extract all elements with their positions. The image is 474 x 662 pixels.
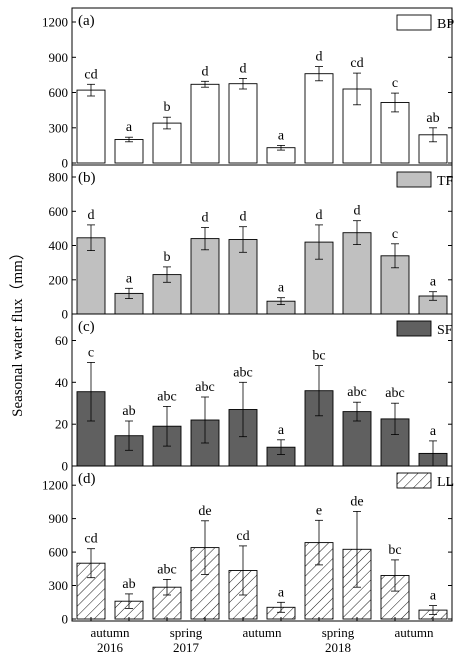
legend-swatch xyxy=(396,472,432,489)
panel-label: (c) xyxy=(78,319,95,335)
panel-frame xyxy=(71,465,453,622)
significance-label: de xyxy=(198,504,211,519)
x-tick-label: spring xyxy=(322,625,355,640)
bar xyxy=(114,139,144,164)
bar xyxy=(190,83,220,164)
y-tick-label: 900 xyxy=(49,511,69,526)
y-tick-label: 200 xyxy=(49,272,69,287)
y-tick-label: 300 xyxy=(49,120,69,135)
y-tick-label: 1200 xyxy=(42,15,68,30)
y-tick-label: 0 xyxy=(62,612,69,627)
x-tick-label: autumn xyxy=(91,625,130,640)
x-tick-label: spring xyxy=(170,625,203,640)
significance-label: cd xyxy=(236,529,249,544)
legend-swatch xyxy=(396,14,432,31)
significance-label: a xyxy=(430,424,437,439)
significance-label: d xyxy=(240,210,247,225)
significance-label: bc xyxy=(312,349,325,364)
significance-label: d xyxy=(202,211,209,226)
significance-label: a xyxy=(430,589,437,604)
panel-4: cd ab abc de cd a e de bc a 0 300 600 900 1200 (d) LL xyxy=(42,465,454,627)
significance-label: ab xyxy=(122,404,135,419)
significance-label: de xyxy=(350,494,363,509)
panel-label: (d) xyxy=(78,471,96,487)
panel-2: d a b d d a d d c a 0 200 400 600 800 (b) TF xyxy=(49,164,454,322)
significance-label: cd xyxy=(350,56,363,71)
legend-swatch xyxy=(396,171,432,188)
significance-label: ab xyxy=(122,577,135,592)
panel-label: (a) xyxy=(78,13,95,29)
significance-label: c xyxy=(392,227,398,242)
significance-label: cd xyxy=(84,67,97,82)
bar xyxy=(152,122,182,164)
significance-label: a xyxy=(126,271,133,286)
significance-label: c xyxy=(88,345,94,360)
significance-label: d xyxy=(316,208,323,223)
y-tick-label: 800 xyxy=(49,170,69,185)
bar xyxy=(380,102,410,164)
x-tick-label-year: 2018 xyxy=(325,640,351,655)
significance-label: a xyxy=(430,275,437,290)
y-tick-label: 20 xyxy=(55,417,68,432)
significance-label: a xyxy=(126,120,133,135)
significance-label: abc xyxy=(195,380,214,395)
bar xyxy=(190,238,220,315)
y-tick-label: 0 xyxy=(62,307,69,322)
significance-label: a xyxy=(278,423,285,438)
significance-label: abc xyxy=(385,386,404,401)
y-tick-label: 40 xyxy=(55,375,68,390)
legend-label: SF xyxy=(437,323,453,338)
y-tick-label: 1200 xyxy=(42,478,68,493)
significance-label: d xyxy=(202,64,209,79)
bar xyxy=(304,73,334,164)
significance-label: a xyxy=(278,585,285,600)
significance-label: a xyxy=(278,128,285,143)
significance-label: d xyxy=(316,50,323,65)
y-tick-label: 900 xyxy=(49,50,69,65)
legend-label: BP xyxy=(437,17,454,32)
bar xyxy=(342,232,372,315)
significance-label: d xyxy=(354,204,361,219)
x-tick-label: autumn xyxy=(395,625,434,640)
legend-label: TF xyxy=(437,174,454,189)
significance-label: b xyxy=(164,100,171,115)
significance-label: e xyxy=(316,503,322,518)
x-tick-label-year: 2017 xyxy=(173,640,200,655)
legend-label: LL xyxy=(437,475,454,490)
significance-label: b xyxy=(164,250,171,265)
significance-label: c xyxy=(392,76,398,91)
y-axis-title: Seasonal water flux（mm） xyxy=(9,245,26,417)
y-tick-label: 600 xyxy=(49,204,69,219)
significance-label: d xyxy=(240,61,247,76)
legend-swatch xyxy=(396,320,432,337)
x-tick-label-year: 2016 xyxy=(97,640,124,655)
significance-label: abc xyxy=(347,385,366,400)
bar xyxy=(76,89,106,164)
panel-label: (b) xyxy=(78,170,96,186)
significance-label: abc xyxy=(233,365,252,380)
x-tick-label: autumn xyxy=(243,625,282,640)
significance-label: abc xyxy=(157,562,176,577)
significance-label: cd xyxy=(84,532,97,547)
y-tick-label: 60 xyxy=(55,333,68,348)
significance-label: a xyxy=(278,281,285,296)
significance-label: d xyxy=(88,208,95,223)
y-tick-label: 400 xyxy=(49,238,69,253)
significance-label: bc xyxy=(388,543,401,558)
y-tick-label: 0 xyxy=(62,156,69,171)
significance-label: ab xyxy=(426,111,439,126)
y-tick-label: 600 xyxy=(49,545,69,560)
significance-label: abc xyxy=(157,389,176,404)
y-tick-label: 300 xyxy=(49,578,69,593)
y-tick-label: 0 xyxy=(62,459,69,474)
bar xyxy=(228,83,258,164)
y-tick-label: 600 xyxy=(49,85,69,100)
